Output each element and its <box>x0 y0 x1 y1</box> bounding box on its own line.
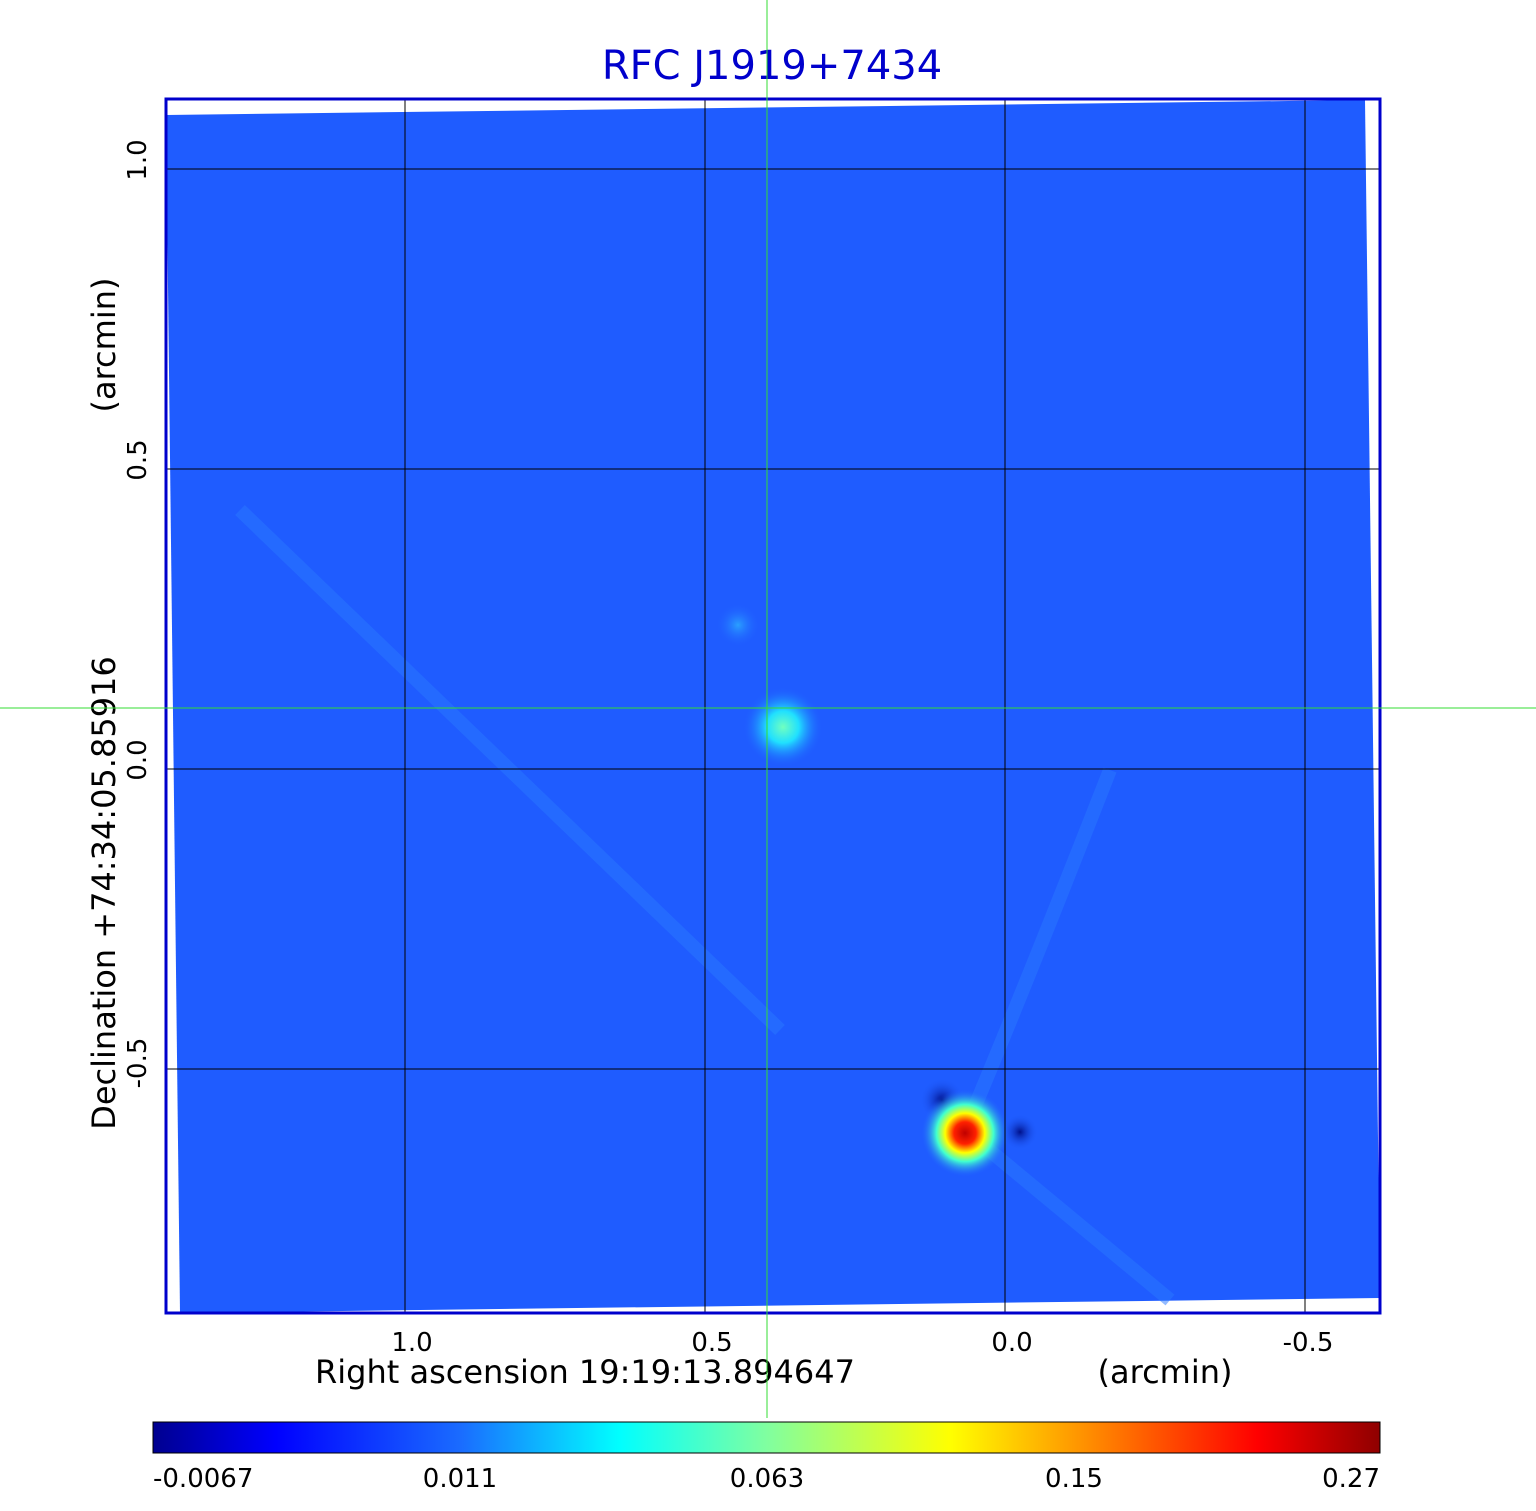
colorbar-tick-label: 0.15 <box>1045 1464 1103 1494</box>
source-faint <box>716 603 760 647</box>
colorbar-tick-label: 0.063 <box>730 1464 804 1494</box>
x-tick-label: -0.5 <box>1283 1328 1334 1358</box>
plot-frame <box>164 97 1382 1315</box>
x-tick-label: 0.0 <box>991 1328 1032 1358</box>
negative-spot <box>1002 1114 1038 1150</box>
source-primary <box>921 1089 1009 1177</box>
x-axis-unit: (arcmin) <box>1098 1353 1233 1391</box>
x-tick-label: 0.5 <box>691 1328 732 1358</box>
title: RFC J1919+7434 <box>602 43 942 89</box>
colorbar-tick-label: -0.0067 <box>153 1464 253 1494</box>
x-tick-label: 1.0 <box>391 1328 432 1358</box>
y-axis-unit: (arcmin) <box>85 278 123 413</box>
y-tick-label: 1.0 <box>123 139 153 180</box>
y-tick-label: 0.5 <box>123 439 153 480</box>
y-tick-label: -0.5 <box>123 1038 153 1089</box>
colorbar <box>152 1421 1381 1454</box>
y-axis-label: Declination +74:34:05.85916 <box>85 656 123 1130</box>
crosshair <box>0 0 1536 1418</box>
colorbar-tick-label: 0.27 <box>1322 1464 1380 1494</box>
y-tick-label: 0.0 <box>123 739 153 780</box>
colorbar-tick-label: 0.011 <box>423 1464 497 1494</box>
source-secondary <box>743 687 823 767</box>
coordinate-grid <box>166 99 1380 1313</box>
x-axis-label: Right ascension 19:19:13.894647 <box>315 1353 855 1391</box>
